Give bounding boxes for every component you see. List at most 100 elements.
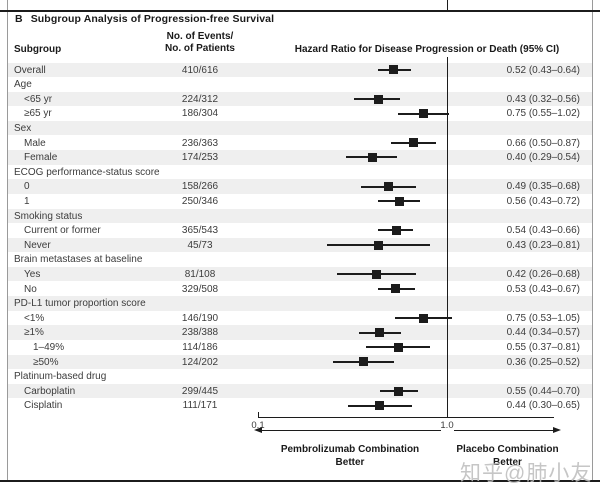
left-arrow-line — [260, 429, 441, 431]
row-label: Male — [24, 137, 46, 149]
row-events-count: 114/186 — [182, 341, 218, 353]
row-stripe — [8, 150, 592, 165]
row-events-count: 365/543 — [181, 225, 219, 237]
right-direction-label-line2: Better — [493, 457, 522, 468]
row-hr-text: 0.54 (0.43–0.66) — [506, 225, 580, 237]
row-hr-text: 0.53 (0.43–0.67) — [506, 283, 580, 295]
row-stripe — [8, 91, 592, 107]
row-events-count: 224/312 — [181, 93, 219, 105]
row-stripe — [8, 266, 592, 282]
row-stripe — [8, 208, 592, 224]
panel-letter: B — [15, 13, 23, 25]
column-header-subgroup: Subgroup — [14, 44, 62, 55]
left-direction-label: Pembrolizumab Combination Better — [255, 443, 445, 469]
column-header-events: No. of Events/ No. of Patients — [150, 31, 250, 54]
left-arrow-head-icon — [254, 426, 262, 433]
row-stripe — [8, 383, 592, 399]
row-events-count: 45/73 — [187, 239, 213, 251]
row-label: No — [24, 283, 37, 295]
row-stripe — [8, 179, 592, 194]
row-label: Carboplatin — [24, 385, 76, 397]
row-hr-marker — [419, 109, 429, 119]
row-hr-text: 0.44 (0.34–0.57) — [506, 327, 580, 339]
right-arrow-head-icon — [553, 426, 561, 433]
row-group-label: Platinum-based drug — [14, 371, 107, 383]
row-events-count: 186/304 — [181, 108, 219, 120]
row-hr-marker — [373, 94, 383, 104]
row-group-label: Brain metastases at baseline — [14, 254, 143, 266]
left-direction-label-line1: Pembrolizumab Combination — [280, 444, 420, 455]
row-label: Yes — [24, 268, 41, 280]
row-hr-text: 0.52 (0.43–0.64) — [506, 64, 580, 76]
x-tick-label-0.1: 0.1 — [251, 420, 265, 431]
row-hr-text: 0.75 (0.53–1.05) — [506, 312, 580, 324]
reference-line-1.0 — [447, 57, 448, 418]
row-hr-text: 0.43 (0.23–0.81) — [506, 239, 580, 251]
figure-right-border — [592, 0, 593, 481]
row-hr-marker — [384, 182, 394, 192]
row-hr-marker — [389, 65, 399, 75]
row-hr-text: 0.42 (0.26–0.68) — [506, 268, 580, 280]
panel-title-text: Subgroup Analysis of Progression-free Su… — [30, 13, 275, 25]
row-label: ≥1% — [24, 327, 44, 339]
row-hr-text: 0.40 (0.29–0.54) — [506, 152, 580, 164]
row-stripe — [8, 325, 592, 340]
panel-a-reference-line-remnant — [447, 0, 448, 10]
row-hr-marker — [419, 313, 429, 323]
row-hr-text: 0.44 (0.30–0.65) — [506, 400, 580, 412]
row-label: Female — [24, 152, 58, 164]
row-hr-marker — [392, 225, 402, 235]
row-hr-marker — [395, 196, 405, 206]
row-label: ≥65 yr — [24, 108, 52, 120]
row-group-label: Age — [14, 79, 32, 91]
row-hr-text: 0.55 (0.44–0.70) — [506, 385, 580, 397]
row-group-label: Smoking status — [14, 210, 83, 222]
row-label: 1–49% — [33, 341, 65, 353]
row-label: ≥50% — [33, 356, 59, 368]
row-hr-marker — [393, 342, 403, 352]
row-hr-marker — [408, 138, 418, 148]
row-label: Overall — [14, 64, 46, 76]
row-label: Current or former — [24, 225, 101, 237]
row-hr-marker — [375, 401, 385, 411]
right-direction-label: Placebo Combination Better — [425, 443, 590, 469]
row-events-count: 238/388 — [181, 327, 219, 339]
x-tick-label-1.0: 1.0 — [440, 420, 454, 431]
row-hr-text: 0.75 (0.55–1.02) — [506, 108, 580, 120]
row-events-count: 158/266 — [181, 181, 219, 193]
row-label: <1% — [24, 312, 45, 324]
row-label: Never — [24, 239, 51, 251]
row-group-label: PD-L1 tumor proportion score — [14, 298, 146, 310]
right-direction-label-line1: Placebo Combination — [456, 444, 559, 455]
row-hr-text: 0.36 (0.25–0.52) — [506, 356, 580, 368]
right-arrow-line — [454, 429, 554, 431]
row-hr-marker — [358, 357, 368, 367]
row-hr-text: 0.49 (0.35–0.68) — [506, 181, 580, 193]
left-direction-label-line2: Better — [335, 457, 365, 468]
row-hr-marker — [375, 328, 385, 338]
figure-left-border — [7, 0, 8, 481]
row-label: 0 — [24, 181, 30, 193]
watermark: 知乎@肺小友 — [460, 462, 593, 485]
row-events-count: 329/508 — [181, 283, 219, 295]
row-events-count: 250/346 — [181, 195, 219, 207]
row-events-count: 81/108 — [184, 268, 216, 280]
row-hr-marker — [367, 152, 377, 162]
x-axis-tick-0.1 — [258, 412, 259, 417]
row-label: <65 yr — [24, 93, 53, 105]
row-stripe — [8, 62, 592, 78]
row-hr-text: 0.43 (0.32–0.56) — [506, 93, 580, 105]
row-events-count: 410/616 — [181, 64, 219, 76]
row-events-count: 124/202 — [181, 356, 219, 368]
row-events-count: 236/363 — [181, 137, 219, 149]
row-group-label: ECOG performance-status score — [14, 166, 160, 178]
row-events-count: 174/253 — [181, 152, 219, 164]
row-hr-marker — [390, 284, 400, 294]
x-axis-line — [258, 417, 554, 418]
column-header-events-line2: No. of Patients — [164, 42, 235, 54]
column-header-hazard-ratio: Hazard Ratio for Disease Progression or … — [294, 44, 560, 55]
figure-bottom-border — [0, 480, 600, 482]
row-stripe — [8, 120, 592, 136]
panel-divider-line — [0, 10, 600, 12]
